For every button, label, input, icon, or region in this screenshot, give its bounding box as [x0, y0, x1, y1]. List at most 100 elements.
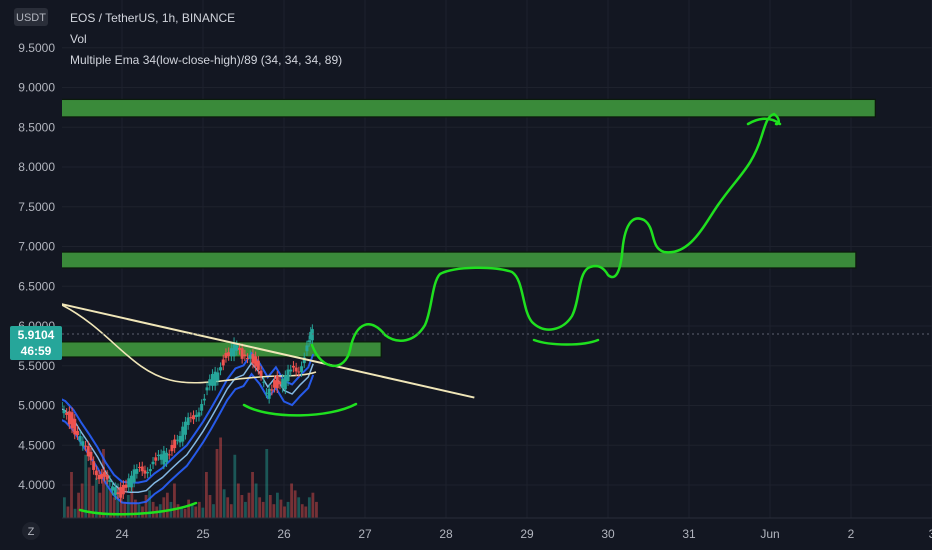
x-tick-label: 27 — [358, 527, 372, 541]
candle-body — [273, 380, 277, 388]
volume-bar — [187, 499, 191, 518]
volume-bar — [194, 506, 198, 518]
candle-body — [78, 435, 82, 442]
volume-bar — [265, 449, 269, 518]
volume-bar — [137, 504, 141, 518]
volume-bar — [201, 507, 205, 518]
volume-bar — [73, 508, 77, 518]
volume-bar — [126, 495, 130, 518]
candle-body — [232, 342, 236, 357]
currency-badge[interactable] — [14, 8, 48, 26]
candle-body — [264, 392, 268, 394]
candle-body — [248, 355, 252, 359]
volume-bar — [144, 495, 148, 518]
candle-body — [170, 444, 174, 452]
volume-bar — [165, 492, 169, 518]
timezone-button[interactable] — [22, 522, 40, 540]
candle-body — [111, 486, 115, 491]
candle-body — [138, 466, 142, 468]
volume-bar — [244, 501, 247, 518]
volume-bar — [297, 497, 301, 518]
candle-body — [124, 484, 128, 488]
candle-body — [305, 345, 309, 352]
x-tick-label: Jun — [760, 527, 779, 541]
time-scale[interactable] — [62, 518, 932, 550]
volume-bar — [212, 504, 215, 518]
candle-body — [259, 370, 263, 376]
volume-bar — [272, 504, 276, 518]
candle-body — [192, 415, 196, 420]
candle-body — [154, 457, 158, 461]
candle-body — [140, 466, 144, 472]
candle-body — [243, 354, 247, 357]
candle-body — [75, 430, 79, 436]
candle-body — [202, 398, 206, 401]
volume-bar — [215, 449, 219, 518]
candle-body — [213, 371, 217, 386]
volume-bar — [70, 472, 73, 518]
chart-title[interactable]: EOS / TetherUS, 1h, BINANCE — [70, 11, 235, 25]
candle-body — [224, 353, 228, 358]
candle-body — [302, 357, 306, 364]
volume-bar — [268, 495, 272, 518]
candle-body — [254, 356, 258, 367]
volume-bar — [134, 499, 137, 518]
x-tick-label: 24 — [115, 527, 129, 541]
price-scale[interactable] — [0, 0, 62, 518]
currency-label: USDT — [16, 12, 46, 24]
volume-bar — [80, 483, 84, 518]
candle-body — [67, 411, 71, 425]
candle-body — [84, 445, 88, 447]
candle-body — [275, 375, 279, 389]
volume-bar — [315, 501, 318, 518]
candle-body — [86, 446, 90, 457]
indicator-vol[interactable]: Vol — [70, 32, 87, 46]
candle-body — [251, 353, 255, 364]
candle-body — [216, 372, 220, 381]
trendline[interactable] — [24, 294, 475, 399]
candle-body — [65, 412, 69, 415]
ema-line — [40, 351, 315, 484]
x-tick-label: 25 — [196, 527, 210, 541]
volume-bar — [94, 477, 98, 518]
volume-bar — [229, 504, 233, 518]
candle-body — [135, 468, 139, 474]
candle-body — [165, 452, 169, 463]
y-tick-label: 7.0000 — [18, 240, 55, 254]
volume-bar — [116, 483, 120, 518]
volume-bar — [236, 483, 240, 518]
x-tick-label: 29 — [520, 527, 534, 541]
candle-body — [162, 450, 166, 465]
candle-body — [186, 417, 190, 425]
candle-body — [178, 435, 182, 443]
zone-rect — [40, 341, 382, 358]
volume-bar — [276, 492, 279, 518]
volume-bar — [293, 490, 297, 518]
y-tick-label: 5.5000 — [18, 359, 55, 373]
candle-body — [309, 331, 313, 340]
candle-body — [132, 469, 136, 483]
candle-body — [205, 387, 209, 391]
zone-rect — [40, 251, 857, 269]
candle-body — [129, 475, 133, 488]
candle-body — [97, 474, 101, 480]
candle-body — [210, 373, 214, 386]
ema-89-line — [61, 304, 317, 384]
candle-body — [167, 454, 171, 456]
volume-bar — [300, 504, 304, 518]
candle-body — [262, 381, 266, 383]
candle-body — [235, 345, 239, 351]
candle-body — [92, 461, 96, 470]
candle-body — [173, 439, 177, 449]
volume-bar — [105, 472, 109, 518]
candle-body — [151, 461, 155, 465]
last-price-badge — [10, 326, 62, 360]
projection-drawing[interactable] — [78, 112, 782, 516]
z-icon: Z — [28, 526, 35, 538]
candle-body — [256, 360, 260, 370]
candle-body — [237, 347, 241, 350]
volume-bar — [190, 504, 194, 518]
indicator-ema[interactable]: Multiple Ema 34(low-close-high)/89 (34, … — [70, 53, 342, 67]
candle-body — [240, 348, 244, 359]
